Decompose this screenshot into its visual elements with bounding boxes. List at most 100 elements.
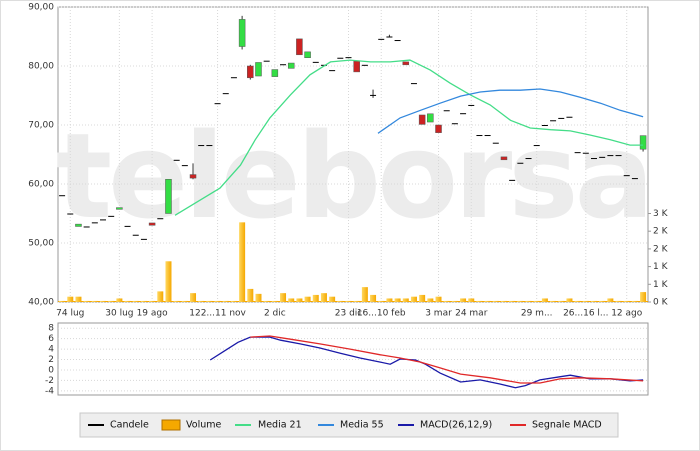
- x-tick-label: 3 mar: [425, 309, 452, 319]
- volume-bar: [599, 300, 606, 302]
- volume-bar: [640, 292, 647, 302]
- volume-bar: [230, 300, 237, 302]
- y-tick-label: 80,00: [28, 62, 54, 72]
- candle-body: [631, 178, 638, 180]
- volume-bar: [525, 300, 532, 302]
- candle-body: [296, 38, 303, 56]
- candle-body: [402, 61, 410, 66]
- legend-label: Media 55: [340, 420, 384, 431]
- candle-body: [599, 156, 606, 158]
- y-tick-label: 40,00: [28, 298, 54, 308]
- volume-bar: [582, 300, 589, 302]
- candle-body: [484, 135, 491, 137]
- volume-bar: [607, 298, 614, 302]
- volume-bar: [615, 300, 622, 302]
- volume-bar: [476, 300, 483, 302]
- volume-bar: [222, 300, 229, 302]
- x-tick-label: 29 m...: [521, 309, 553, 319]
- candle-body: [525, 158, 532, 160]
- candle-body: [148, 222, 156, 226]
- volume-bar: [165, 261, 172, 302]
- candle-body: [173, 159, 180, 161]
- candle-body: [91, 222, 98, 224]
- volume-bar: [378, 300, 385, 302]
- candle-body: [59, 195, 66, 197]
- candle-body: [337, 57, 344, 59]
- candle-body: [418, 114, 426, 125]
- volume-bar: [623, 300, 630, 302]
- volume-bar: [427, 298, 434, 302]
- price-panel: teleborsa 40,00 50,00 60,00 70,00 80,00 90,00 0…: [28, 3, 668, 319]
- volume-bar: [484, 300, 491, 302]
- candle-body: [100, 219, 107, 221]
- candle-body: [500, 156, 508, 161]
- y-tick-label: 60,00: [28, 180, 54, 190]
- candle-body: [509, 179, 516, 181]
- volume-bar: [329, 296, 336, 302]
- volume-bar: [75, 296, 82, 302]
- volume-bar: [386, 298, 393, 302]
- y-tick-label: 8: [48, 324, 54, 334]
- volume-bar: [214, 300, 221, 302]
- volume-bar: [157, 291, 164, 302]
- candle-body: [607, 155, 614, 157]
- candle-body: [140, 238, 147, 240]
- plot-area: [57, 322, 649, 396]
- volume-bar: [280, 293, 287, 302]
- legend-box: [79, 412, 619, 438]
- candle-body: [198, 145, 205, 147]
- volume-bar: [132, 300, 139, 302]
- volume-bar: [140, 300, 147, 302]
- candle-body: [116, 207, 123, 210]
- volume-bar: [116, 298, 123, 302]
- volume-bar: [190, 293, 197, 302]
- candle-body: [451, 123, 458, 125]
- candle-body: [460, 113, 467, 115]
- candle-body: [517, 162, 524, 164]
- volume-bar: [100, 300, 107, 302]
- volume-bar: [361, 287, 368, 302]
- plot-area: [57, 6, 649, 303]
- candle-body: [124, 225, 131, 227]
- volume-bar: [574, 300, 581, 302]
- legend-label: Candele: [110, 420, 149, 431]
- volume-bar: [198, 300, 205, 302]
- volume-bar: [566, 298, 573, 302]
- y2-tick-label: 3 K: [653, 209, 669, 219]
- candle-body: [476, 135, 483, 137]
- x-tick-label: 74 lug: [56, 309, 84, 319]
- y2-tick-label: 1 K: [653, 280, 669, 290]
- volume-bar: [149, 300, 156, 302]
- candle-body: [443, 110, 450, 112]
- y-tick-label: 90,00: [28, 3, 54, 13]
- candle-body: [574, 152, 581, 154]
- candle-body: [558, 117, 565, 119]
- candle-body: [247, 65, 254, 79]
- candle-body: [386, 36, 393, 38]
- volume-bar: [255, 293, 262, 302]
- volume-bar: [263, 300, 270, 302]
- volume-bar: [533, 300, 540, 302]
- x-tick-label: 2 dic: [264, 309, 286, 319]
- candle-body: [280, 64, 287, 66]
- volume-bar: [550, 300, 557, 302]
- volume-bar: [370, 294, 377, 302]
- candle-body: [541, 125, 548, 126]
- candle-body: [582, 152, 589, 154]
- volume-bar: [353, 300, 360, 302]
- volume-bar: [271, 300, 278, 302]
- volume-bar: [181, 300, 188, 302]
- candle-body: [230, 77, 237, 79]
- y-tick-label: 6: [48, 334, 54, 344]
- candle-body: [132, 234, 139, 236]
- candle-body: [345, 57, 352, 59]
- candle-body: [255, 62, 262, 77]
- candle-body: [361, 64, 368, 66]
- x-tick-label: 24 mar: [455, 309, 488, 319]
- candle-body: [287, 62, 295, 69]
- volume-bar: [443, 300, 450, 302]
- x-tick-label: 16...10 feb: [357, 309, 406, 319]
- candle-body: [378, 38, 385, 40]
